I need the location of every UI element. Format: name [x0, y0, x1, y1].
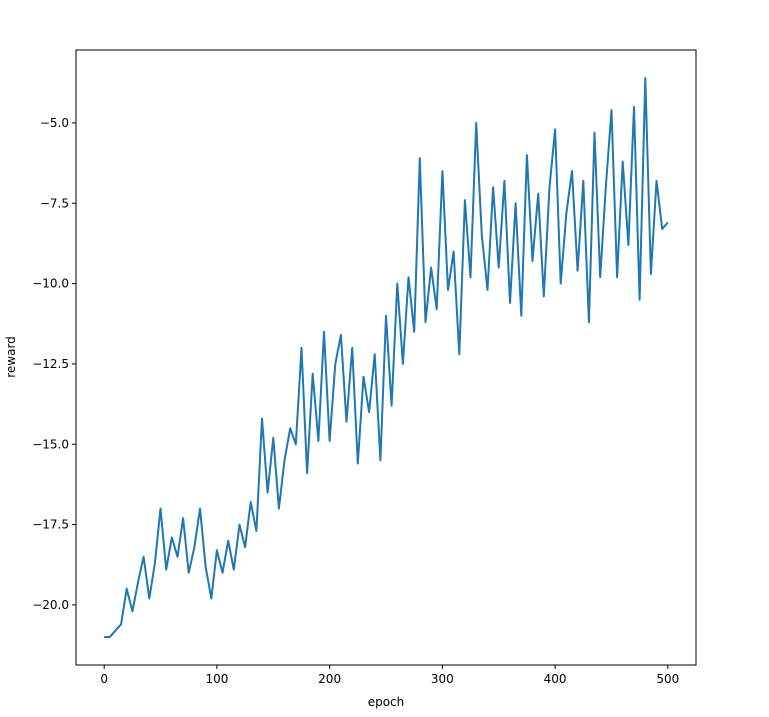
y-tick-label: −10.0 [32, 277, 69, 291]
x-tick-label: 300 [431, 672, 454, 686]
x-tick-label: 400 [544, 672, 567, 686]
plot-frame [75, 49, 697, 666]
y-tick-label: −20.0 [32, 598, 69, 612]
x-tick-label: 100 [205, 672, 228, 686]
series-line-0 [104, 77, 669, 638]
y-tick-label: −15.0 [32, 437, 69, 451]
x-tick-label: 200 [318, 672, 341, 686]
y-tick-label: −17.5 [32, 518, 69, 532]
x-axis-label: epoch [368, 695, 405, 709]
plot-area [76, 50, 696, 665]
y-tick-label: −12.5 [32, 357, 69, 371]
x-tick-label: 0 [100, 672, 108, 686]
x-tick-label: 500 [656, 672, 679, 686]
y-tick-label: −7.5 [40, 196, 69, 210]
y-tick-label: −5.0 [40, 116, 69, 130]
y-axis-label: reward [4, 336, 18, 378]
